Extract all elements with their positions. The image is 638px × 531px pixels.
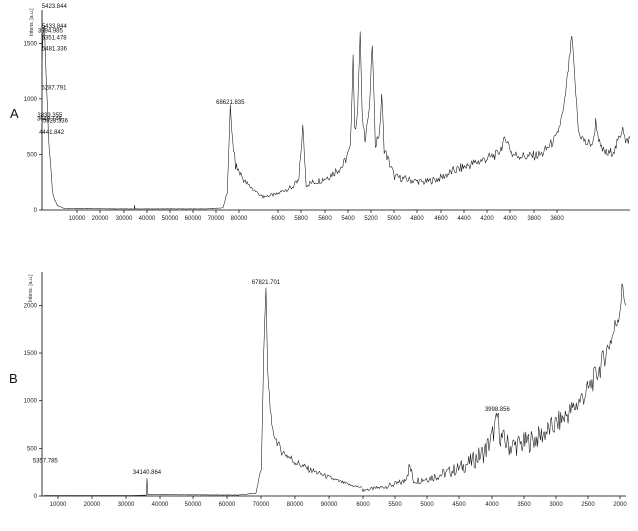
y-tick-label: 1500: [24, 351, 38, 357]
x-tick-label: 20000: [92, 216, 109, 222]
x-tick-label: 4800: [410, 216, 424, 222]
x-tick-label: 70000: [208, 216, 225, 222]
x-tick-label: 3800: [527, 216, 541, 222]
x-tick-label: 30000: [116, 216, 133, 222]
x-tick-label: 5000: [420, 502, 434, 508]
peak-label: 5357.785: [33, 458, 59, 464]
panel-a-chart: A Intens. [a.u.] 0 500 1000 1500 10000 20000…: [10, 4, 631, 222]
x-tick-label: 5200: [364, 216, 378, 222]
x-tick-label: 5500: [388, 502, 402, 508]
y-tick-label: 500: [27, 446, 38, 452]
panel-a-y-ticks: 0 500 1000 1500: [24, 41, 42, 214]
peak-label: 3998.856: [485, 407, 511, 413]
y-tick-label: 0: [34, 494, 38, 500]
spectrum-line-segment-2: [361, 283, 627, 492]
x-tick-label: 5400: [341, 216, 355, 222]
x-tick-label: 4000: [503, 216, 517, 222]
x-tick-label: 3500: [517, 502, 531, 508]
x-tick-label: 50000: [162, 216, 179, 222]
x-tick-label: 90000: [321, 502, 338, 508]
peak-label: 3833.355: [37, 113, 63, 119]
y-tick-label: 1000: [24, 399, 38, 405]
panel-a-x-ticks: 10000 20000 30000 40000 50000 60000 70000 80000…: [69, 210, 564, 222]
panel-a-label: A: [10, 106, 19, 121]
peak-label: 67821.701: [252, 280, 281, 286]
x-tick-label: 30000: [118, 502, 135, 508]
x-tick-label: 6000: [356, 502, 370, 508]
y-tick-label: 0: [34, 208, 38, 214]
x-tick-label: 10000: [69, 216, 86, 222]
panel-b-y-axis-label: Intens. [a.u.]: [28, 274, 34, 302]
y-tick-label: 2000: [24, 303, 38, 309]
x-tick-label: 4600: [434, 216, 448, 222]
x-tick-label: 10000: [50, 502, 67, 508]
x-tick-label: 80000: [287, 502, 304, 508]
x-tick-label: 5600: [318, 216, 332, 222]
panel-a-peak-labels: 5423.844 68621.835 5823.336 5481.336 5433.84…: [37, 4, 245, 136]
panel-b-peak-labels: 67821.701 34140.864 5357.785 3998.856: [33, 280, 511, 476]
x-tick-label: 3600: [550, 216, 564, 222]
spectrum-line-segment-2: [261, 31, 631, 199]
x-tick-label: 60000: [219, 502, 236, 508]
x-tick-label: 4500: [452, 502, 466, 508]
peak-label: 4441.842: [39, 130, 65, 136]
x-tick-label: 70000: [253, 502, 270, 508]
peak-label: 5351.478: [42, 35, 68, 41]
panel-b-label: B: [9, 371, 18, 386]
x-tick-label: 50000: [185, 502, 202, 508]
peak-label: 3649.146: [37, 116, 63, 122]
x-tick-label: 5000: [387, 216, 401, 222]
peak-label: 68621.835: [216, 100, 245, 106]
panel-a-series: [41, 25, 631, 210]
x-tick-label: 40000: [152, 502, 169, 508]
x-tick-label: 4200: [480, 216, 494, 222]
panel-b-y-ticks: 0 500 1000 1500 2000: [24, 303, 42, 500]
spectrum-line-segment-1: [43, 287, 363, 496]
x-tick-label: 80000: [231, 216, 248, 222]
x-tick-label: 4000: [485, 502, 499, 508]
peak-label: 5481.336: [42, 46, 68, 52]
x-tick-label: 4400: [457, 216, 471, 222]
panel-b-x-ticks: 10000 20000 30000 40000 50000 60000 70000 80000…: [50, 496, 627, 508]
y-tick-label: 1500: [24, 41, 38, 47]
x-tick-label: 6000: [271, 216, 285, 222]
x-tick-label: 40000: [139, 216, 156, 222]
y-tick-label: 1000: [24, 97, 38, 103]
x-tick-label: 2000: [613, 502, 627, 508]
x-tick-label: 60000: [185, 216, 202, 222]
x-tick-label: 2500: [581, 502, 595, 508]
y-tick-label: 500: [27, 152, 38, 158]
x-tick-label: 5800: [294, 216, 308, 222]
panel-b-series: [43, 283, 627, 496]
spectrum-line-segment-1: [41, 25, 262, 210]
x-tick-label: 20000: [84, 502, 101, 508]
peak-label: 34140.864: [133, 470, 162, 476]
peak-label: 5423.844: [42, 4, 68, 10]
peak-label: 5433.844: [42, 24, 68, 30]
peak-label: 5287.791: [41, 85, 67, 91]
panel-b-chart: B Intens. [a.u.] 0 500 1000 1500 2000 10000 2…: [9, 272, 627, 508]
panel-a-y-axis-label: Intens. [a.u.]: [29, 8, 35, 36]
x-tick-label: 3000: [549, 502, 563, 508]
peak-label: 3994.985: [38, 29, 64, 35]
peak-label: 5823.336: [43, 119, 69, 125]
